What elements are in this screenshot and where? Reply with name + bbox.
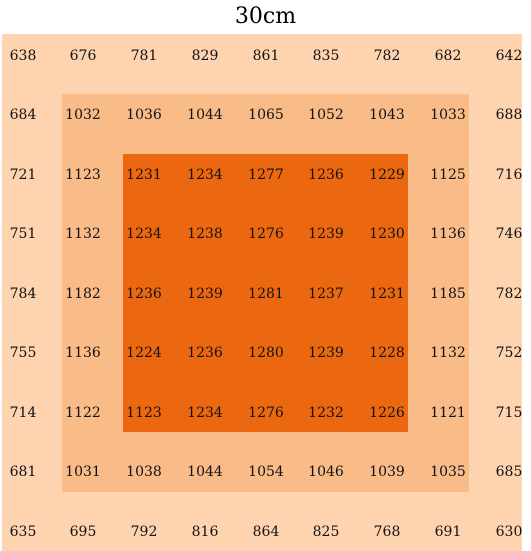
grid-cell-r8-c3: 1038 [126, 464, 162, 480]
grid-cell-r2-c8: 1033 [430, 107, 466, 123]
grid-cell-r2-c4: 1044 [187, 107, 223, 123]
grid-cell-r8-c7: 1039 [369, 464, 405, 480]
grid-cell-r4-c8: 1136 [430, 226, 466, 242]
grid-cell-r5-c8: 1185 [430, 286, 466, 302]
grid-cell-r6-c7: 1228 [369, 345, 405, 361]
grid-cell-r2-c7: 1043 [369, 107, 405, 123]
grid-cell-r6-c1: 755 [9, 345, 37, 361]
grid-cell-r3-c4: 1234 [187, 167, 223, 183]
grid-cell-r4-c5: 1276 [248, 226, 284, 242]
grid-cell-r3-c7: 1229 [369, 167, 405, 183]
grid-cell-r1-c9: 642 [495, 48, 523, 64]
grid-cell-r9-c9: 630 [495, 524, 523, 540]
grid-cell-r4-c4: 1238 [187, 226, 223, 242]
grid-cell-r4-c9: 746 [495, 226, 523, 242]
grid-cell-r8-c8: 1035 [430, 464, 466, 480]
grid-cell-r8-c4: 1044 [187, 464, 223, 480]
grid-cell-r1-c3: 781 [130, 48, 158, 64]
grid-cell-r9-c3: 792 [130, 524, 158, 540]
grid-cell-r6-c9: 752 [495, 345, 523, 361]
grid-cell-r8-c1: 681 [9, 464, 37, 480]
grid-cell-r9-c6: 825 [312, 524, 340, 540]
grid-cell-r7-c4: 1234 [187, 405, 223, 421]
grid-cells: 638 676 781 829 861 835 782 682 642 684 1032 1036 10… [2, 34, 523, 551]
grid-cell-r7-c7: 1226 [369, 405, 405, 421]
chart-title: 30cm [234, 4, 297, 29]
grid-cell-r1-c2: 676 [69, 48, 97, 64]
grid-cell-r2-c6: 1052 [308, 107, 344, 123]
grid-cell-r9-c1: 635 [9, 524, 37, 540]
grid-cell-r6-c4: 1236 [187, 345, 223, 361]
grid-cell-r3-c5: 1277 [248, 167, 284, 183]
grid-cell-r8-c5: 1054 [248, 464, 284, 480]
grid-cell-r7-c8: 1121 [430, 405, 466, 421]
grid-cell-r3-c2: 1123 [65, 167, 101, 183]
grid-cell-r2-c5: 1065 [248, 107, 284, 123]
grid-cell-r5-c9: 782 [495, 286, 523, 302]
grid-cell-r5-c3: 1236 [126, 286, 162, 302]
grid-cell-r5-c5: 1281 [248, 286, 284, 302]
grid-cell-r1-c5: 861 [252, 48, 280, 64]
grid-cell-r3-c6: 1236 [308, 167, 344, 183]
grid-cell-r1-c7: 782 [373, 48, 401, 64]
grid-cell-r9-c2: 695 [69, 524, 97, 540]
grid-cell-r9-c7: 768 [373, 524, 401, 540]
grid-cell-r3-c1: 721 [9, 167, 37, 183]
grid-cell-r5-c7: 1231 [369, 286, 405, 302]
grid-cell-r7-c6: 1232 [308, 405, 344, 421]
grid-cell-r4-c2: 1132 [65, 226, 101, 242]
grid-cell-r6-c6: 1239 [308, 345, 344, 361]
grid-cell-r9-c4: 816 [191, 524, 219, 540]
grid-cell-r5-c4: 1239 [187, 286, 223, 302]
grid-cell-r4-c6: 1239 [308, 226, 344, 242]
grid-cell-r8-c6: 1046 [308, 464, 344, 480]
grid-cell-r7-c3: 1123 [126, 405, 162, 421]
grid-cell-r5-c1: 784 [9, 286, 37, 302]
grid-cell-r9-c5: 864 [252, 524, 280, 540]
grid-cell-r3-c9: 716 [495, 167, 523, 183]
grid-cell-r2-c9: 688 [495, 107, 523, 123]
grid-cell-r4-c3: 1234 [126, 226, 162, 242]
grid-cell-r7-c2: 1122 [65, 405, 101, 421]
grid-cell-r9-c8: 691 [434, 524, 462, 540]
grid-cell-r8-c2: 1031 [65, 464, 101, 480]
inner-zone [123, 154, 408, 432]
grid-cell-r7-c1: 714 [9, 405, 37, 421]
grid-cell-r6-c2: 1136 [65, 345, 101, 361]
grid-cell-r5-c6: 1237 [308, 286, 344, 302]
grid-cell-r1-c4: 829 [191, 48, 219, 64]
heatmap-grid: 638 676 781 829 861 835 782 682 642 684 1032 1036 10… [2, 34, 522, 551]
grid-cell-r2-c2: 1032 [65, 107, 101, 123]
grid-cell-r8-c9: 685 [495, 464, 523, 480]
grid-cell-r3-c8: 1125 [430, 167, 466, 183]
grid-cell-r7-c9: 715 [495, 405, 523, 421]
grid-cell-r2-c1: 684 [9, 107, 37, 123]
grid-cell-r1-c8: 682 [434, 48, 462, 64]
grid-cell-r1-c1: 638 [9, 48, 37, 64]
grid-cell-r6-c5: 1280 [248, 345, 284, 361]
grid-cell-r6-c3: 1224 [126, 345, 162, 361]
grid-cell-r1-c6: 835 [312, 48, 340, 64]
grid-cell-r7-c5: 1276 [248, 405, 284, 421]
grid-cell-r5-c2: 1182 [65, 286, 101, 302]
grid-cell-r4-c7: 1230 [369, 226, 405, 242]
grid-cell-r2-c3: 1036 [126, 107, 162, 123]
grid-cell-r4-c1: 751 [9, 226, 37, 242]
grid-cell-r6-c8: 1132 [430, 345, 466, 361]
grid-cell-r3-c3: 1231 [126, 167, 162, 183]
